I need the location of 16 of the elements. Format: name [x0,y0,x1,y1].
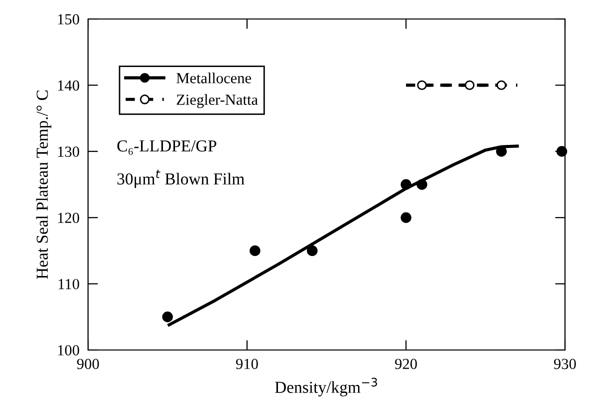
x-tick-label: 900 [77,358,99,370]
legend-label: Metallocene [176,72,252,84]
x-axis-title: Density/kgm$^{−3}$ [275,378,378,396]
y-tick-label: 140 [58,80,80,91]
y-tick-label: 150 [58,14,80,24]
x-tick-label: 930 [554,358,576,370]
y-tick-label: 100 [58,345,80,356]
y-tick-label: 120 [58,212,80,224]
annotation: C₆-LLDPE/GP [117,140,216,155]
annotation: 30μm$^{t}$ Blown Film [117,170,244,188]
legend-label: Ziegler-Natta [176,94,258,108]
x-tick-label: 910 [236,358,258,370]
x-tick-label: 920 [395,358,417,370]
y-tick-label: 130 [58,146,80,157]
y-tick-label: 110 [58,278,80,290]
y-axis-title: Heat Seal Plateau Temp./° C [36,90,52,279]
